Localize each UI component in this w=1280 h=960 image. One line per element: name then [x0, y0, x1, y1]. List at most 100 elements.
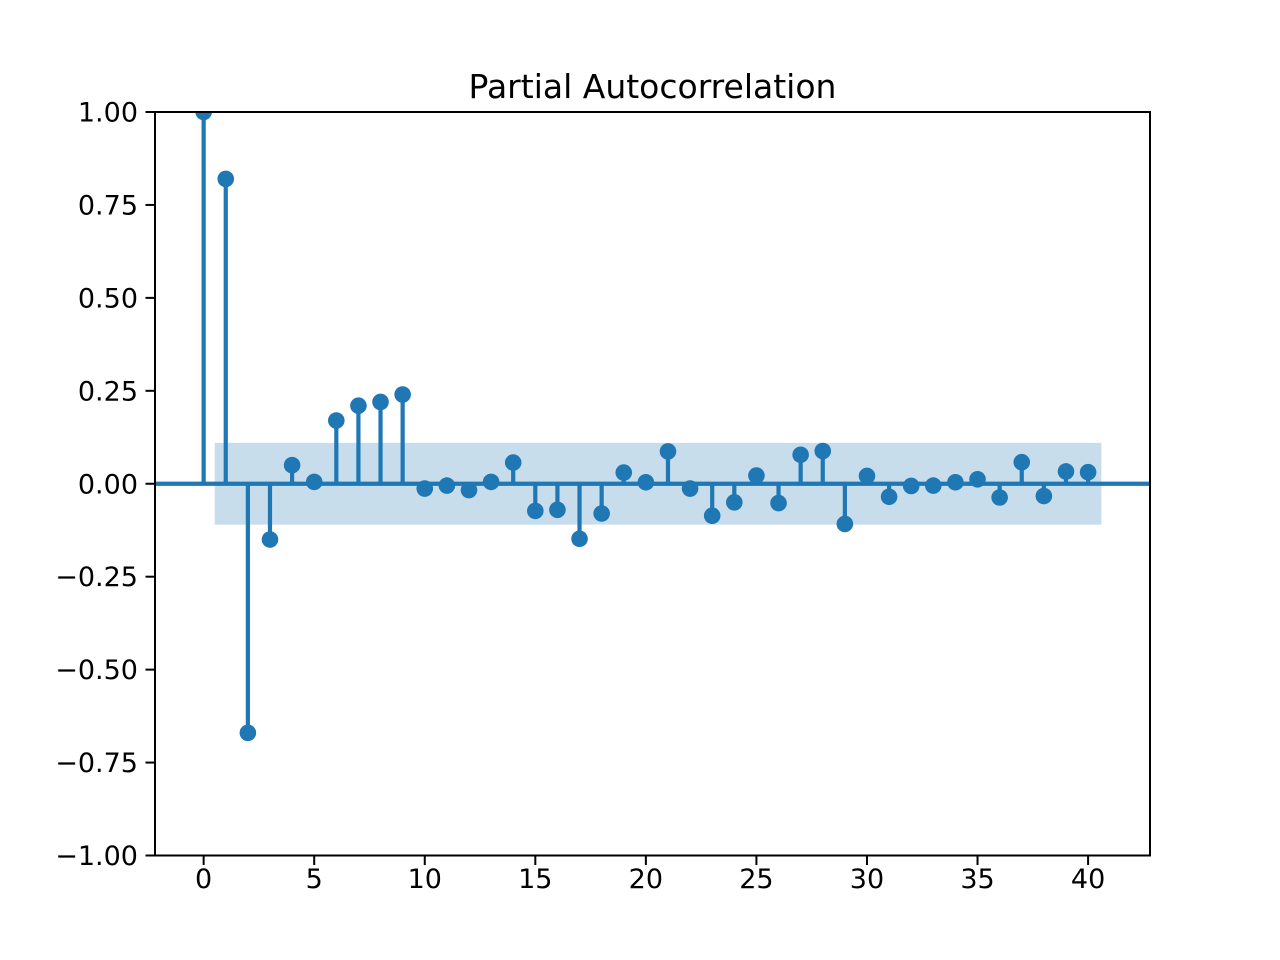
- marker-dot: [261, 531, 279, 548]
- marker-dot: [394, 386, 411, 403]
- y-tick-label: 0.50: [78, 283, 138, 314]
- stem-lag-21: [659, 443, 677, 484]
- y-tick-label: 0.00: [78, 469, 138, 500]
- y-axis: −1.00 −0.75 −0.50 −0.25 0.00 0.25 0.50 0.75 1.00: [55, 98, 155, 872]
- chart-title: Partial Autocorrelation: [469, 67, 837, 106]
- stem-lag-7: [350, 397, 367, 484]
- stem-lag-25: [748, 467, 765, 484]
- marker-dot: [858, 467, 876, 485]
- stem-lag-32: [902, 477, 920, 495]
- x-axis: 0 5 10 15 20 25 30 35 40: [195, 855, 1105, 895]
- stem-lag-4: [283, 456, 301, 484]
- marker-dot: [438, 477, 456, 494]
- marker-dot: [328, 412, 345, 429]
- x-tick-label: 40: [1071, 864, 1105, 895]
- marker-dot: [350, 397, 367, 414]
- marker-dot: [836, 515, 854, 533]
- marker-dot: [969, 470, 986, 488]
- marker-dot: [659, 443, 677, 460]
- marker-dot: [549, 501, 566, 519]
- marker-dot: [991, 489, 1008, 506]
- stem-lag-5: [305, 473, 323, 491]
- marker-dot: [681, 480, 699, 497]
- marker-dot: [703, 507, 721, 525]
- y-tick-label: −0.25: [55, 562, 138, 593]
- y-tick-label: 0.75: [78, 190, 138, 221]
- stem-lag-16: [549, 483, 566, 519]
- x-tick-label: 15: [518, 864, 552, 895]
- stem-lag-22: [681, 480, 699, 497]
- stem-lag-28: [814, 442, 832, 484]
- stem-lag-17: [571, 483, 588, 548]
- marker-dot: [748, 467, 765, 484]
- marker-dot: [593, 505, 610, 522]
- marker-dot: [416, 480, 434, 497]
- stem-lag-1: [217, 170, 235, 484]
- marker-dot: [792, 446, 809, 464]
- stem-lag-34: [947, 473, 964, 491]
- x-tick-label: 20: [629, 864, 663, 895]
- marker-dot: [504, 454, 522, 471]
- stem-lag-2: [239, 483, 257, 742]
- stem-lag-24: [726, 483, 743, 511]
- stem-lag-15: [527, 483, 544, 520]
- axes-layer: 0 5 10 15 20 25 30 35 40 −1.00 −0.75 −0.50 −0.25 0.00…: [55, 98, 1151, 895]
- stem-lag-39: [1057, 463, 1075, 484]
- stem-lag-13: [482, 473, 500, 491]
- marker-dot: [571, 530, 588, 548]
- marker-dot: [195, 112, 212, 121]
- stem-lag-33: [925, 477, 942, 494]
- marker-dot: [1057, 463, 1075, 480]
- marker-dot: [482, 473, 500, 491]
- y-tick-label: −0.75: [55, 748, 138, 779]
- x-tick-label: 5: [306, 864, 323, 895]
- stem-lag-36: [991, 483, 1008, 506]
- marker-dot: [947, 473, 964, 491]
- marker-dot: [925, 477, 942, 494]
- x-tick-label: 30: [850, 864, 884, 895]
- marker-dot: [1035, 487, 1053, 505]
- marker-dot: [217, 170, 235, 188]
- stem-lag-12: [460, 481, 478, 499]
- marker-dot: [305, 473, 323, 491]
- stem-lag-38: [1035, 483, 1053, 505]
- stem-lag-37: [1013, 453, 1031, 484]
- stem-lag-26: [770, 483, 787, 512]
- stem-lag-11: [438, 477, 456, 494]
- y-tick-label: 0.25: [78, 376, 138, 407]
- stem-layer: [155, 112, 1150, 742]
- stem-lag-23: [703, 483, 721, 525]
- stem-lag-27: [792, 446, 809, 484]
- x-tick-label: 10: [408, 864, 442, 895]
- marker-dot: [902, 477, 920, 495]
- marker-dot: [814, 442, 832, 460]
- stem-lag-10: [416, 480, 434, 497]
- stem-lag-35: [969, 470, 986, 488]
- y-tick-label: 1.00: [78, 98, 138, 129]
- stem-lag-3: [261, 483, 279, 548]
- x-tick-label: 25: [739, 864, 773, 895]
- marker-dot: [1079, 463, 1097, 481]
- stem-lag-0: [195, 112, 212, 484]
- stem-lag-29: [836, 483, 854, 533]
- marker-dot: [527, 502, 544, 520]
- stem-lag-14: [504, 454, 522, 484]
- stem-lag-31: [880, 483, 898, 506]
- stem-lag-30: [858, 467, 876, 485]
- x-tick-label: 0: [195, 864, 212, 895]
- marker-dot: [239, 724, 257, 742]
- marker-dot: [615, 464, 633, 481]
- x-tick-label: 35: [960, 864, 994, 895]
- stem-lag-20: [637, 473, 655, 491]
- marker-dot: [726, 494, 743, 511]
- stem-lag-6: [328, 412, 345, 484]
- marker-dot: [770, 494, 787, 512]
- marker-dot: [283, 456, 301, 474]
- stem-lag-40: [1079, 463, 1097, 484]
- stem-lag-18: [593, 483, 610, 522]
- marker-dot: [880, 488, 898, 506]
- y-tick-label: −0.50: [55, 655, 138, 686]
- stem-lag-19: [615, 464, 633, 484]
- stem-lag-9: [394, 386, 411, 484]
